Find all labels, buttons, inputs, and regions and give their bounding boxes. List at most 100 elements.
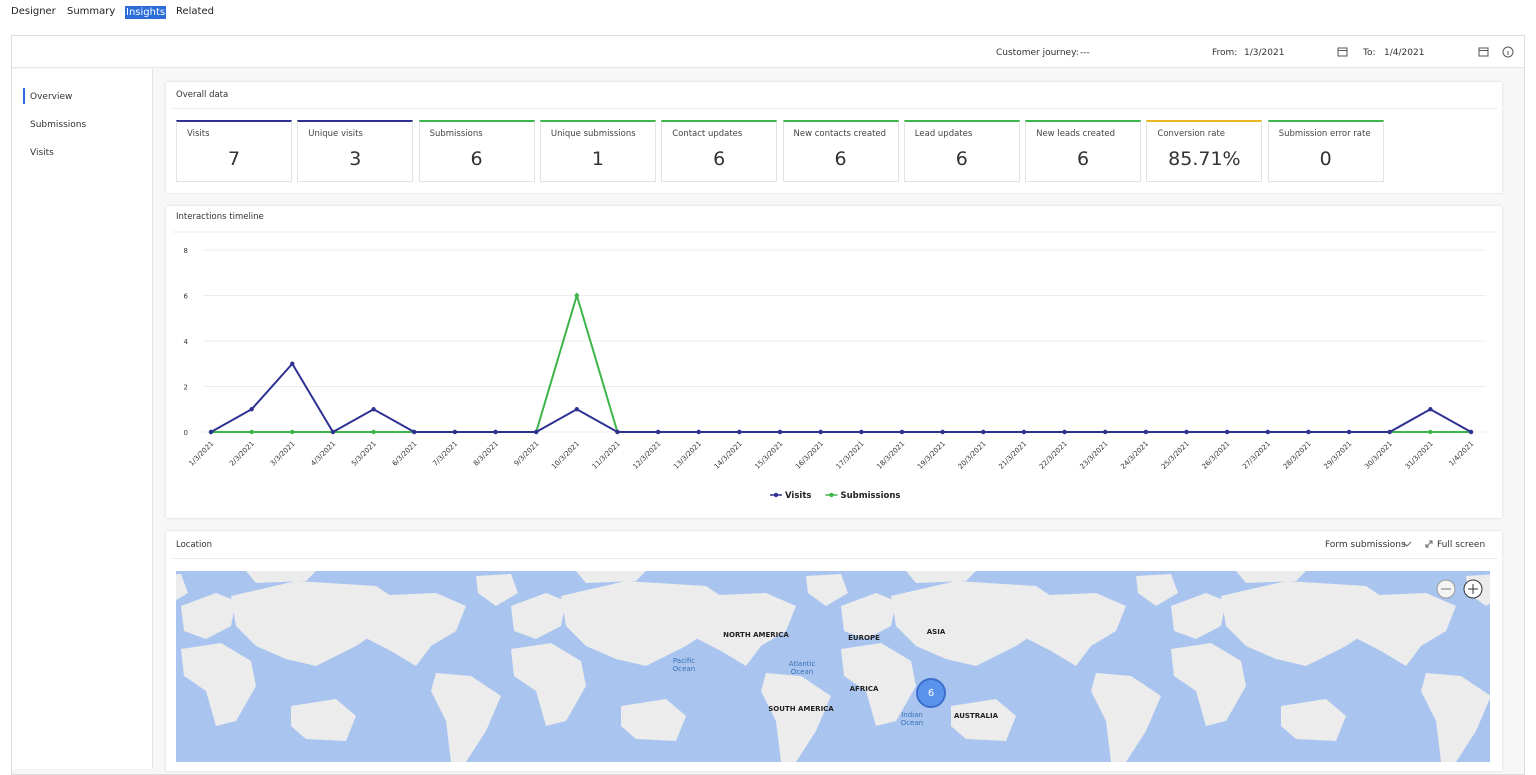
header-bar: [12, 36, 1524, 68]
kpi-value: 3: [349, 148, 362, 170]
x-tick-label: 11/3/2021: [591, 440, 622, 471]
kpi-label: Contact updates: [672, 129, 743, 139]
x-tick-label: 1/4/2021: [1448, 440, 1476, 468]
y-tick-label: 6: [184, 293, 189, 301]
kpi-value: 0: [1319, 148, 1332, 170]
journey-value[interactable]: ---: [1080, 48, 1090, 58]
section-title: Location: [176, 540, 212, 550]
x-tick-label: 2/3/2021: [228, 440, 256, 468]
from-value[interactable]: 1/3/2021: [1244, 48, 1285, 58]
map-label: SOUTH AMERICA: [768, 705, 834, 713]
x-tick-label: 31/3/2021: [1404, 440, 1435, 471]
data-point: [696, 429, 701, 435]
legend-dot: [773, 492, 779, 498]
kpi-value: 7: [227, 148, 241, 170]
nav-indicator: [23, 88, 25, 104]
data-point: [371, 429, 376, 435]
map[interactable]: NORTH AMERICA EUROPE ASIA AFRICA SOUTH AMERI…: [176, 571, 1490, 762]
x-tick-label: 10/3/2021: [550, 440, 581, 471]
kpi-value: 6: [834, 148, 847, 170]
data-point: [737, 429, 742, 435]
x-tick-label: 26/3/2021: [1200, 440, 1231, 471]
x-tick-label: 6/3/2021: [391, 440, 419, 468]
kpi-label: New contacts created: [793, 129, 887, 139]
divider: [172, 558, 1498, 559]
nav-item[interactable]: Submissions: [30, 120, 87, 130]
series-line: [210, 362, 1472, 434]
to-value[interactable]: 1/4/2021: [1384, 48, 1425, 58]
kpi-label: Unique submissions: [550, 129, 636, 139]
data-point: [290, 429, 295, 435]
ocean-label: Atlantic Ocean: [788, 660, 816, 676]
x-tick-label: 9/3/2021: [513, 440, 541, 468]
side-nav: [12, 69, 153, 769]
zoom-out[interactable]: [1434, 577, 1458, 601]
kpi-label: Unique visits: [308, 129, 363, 139]
data-point: [452, 429, 458, 435]
ocean-label: Pacific Ocean: [672, 657, 696, 673]
kpi-label: Visits: [187, 129, 210, 139]
expand-icon[interactable]: [1424, 539, 1434, 549]
kpi-value: 6: [1077, 148, 1090, 170]
x-tick-label: 8/3/2021: [472, 440, 500, 468]
x-tick-label: 24/3/2021: [1119, 440, 1150, 471]
data-point: [330, 429, 336, 435]
y-tick-label: 4: [184, 338, 189, 346]
data-point: [1102, 429, 1108, 435]
map-label: AFRICA: [849, 685, 879, 693]
x-tick-label: 12/3/2021: [631, 440, 662, 471]
data-point: [615, 429, 620, 435]
x-tick-label: 27/3/2021: [1241, 440, 1272, 471]
data-point: [208, 429, 214, 435]
tab[interactable]: Designer: [11, 6, 56, 17]
legend-label: Visits: [785, 491, 811, 501]
legend-label: Submissions: [840, 491, 900, 501]
x-tick-label: 23/3/2021: [1079, 440, 1110, 471]
calendar-icon[interactable]: [1337, 46, 1348, 57]
tab[interactable]: Related: [176, 6, 214, 17]
data-point: [777, 429, 783, 435]
data-point: [899, 429, 905, 435]
data-point: [1387, 429, 1392, 435]
data-point: [1224, 429, 1230, 435]
kpi-label: Submission error rate: [1278, 129, 1371, 139]
data-point: [371, 407, 376, 412]
map-land: [176, 571, 1490, 762]
data-point: [655, 429, 661, 435]
data-point: [981, 429, 986, 435]
dropdown[interactable]: Form submissions: [1325, 540, 1406, 550]
kpi-card: Conversion rate 85.71%: [1146, 120, 1263, 182]
map-bubble[interactable]: 6: [916, 678, 946, 708]
data-point: [1062, 429, 1067, 435]
x-tick-label: 7/3/2021: [431, 440, 459, 468]
to-label: To:: [1363, 48, 1376, 58]
x-tick-label: 3/3/2021: [269, 440, 297, 468]
zoom-in[interactable]: [1461, 577, 1485, 601]
kpi-card: New leads created 6: [1025, 120, 1142, 182]
chevron-icon[interactable]: [1402, 540, 1412, 548]
legend-dot: [829, 492, 834, 498]
tab[interactable]: Insights: [125, 6, 167, 19]
x-tick-label: 16/3/2021: [794, 440, 825, 471]
calendar-icon[interactable]: [1478, 46, 1489, 57]
data-point: [412, 429, 417, 435]
tab[interactable]: Summary: [67, 6, 116, 17]
x-tick-label: 5/3/2021: [350, 440, 378, 468]
x-tick-label: 28/3/2021: [1282, 440, 1313, 471]
kpi-value: 6: [713, 148, 726, 170]
section-title: Overall data: [176, 90, 229, 100]
info-icon[interactable]: [1502, 46, 1514, 58]
data-point: [818, 429, 823, 435]
data-point: [859, 429, 864, 435]
nav-item[interactable]: Overview: [30, 92, 73, 102]
y-tick-label: 8: [184, 247, 188, 255]
kpi-value: 6: [955, 148, 968, 170]
full-screen[interactable]: Full screen: [1437, 540, 1486, 550]
x-tick-label: 25/3/2021: [1160, 440, 1191, 471]
kpi-value: 1: [591, 148, 604, 170]
nav-item[interactable]: Visits: [30, 148, 54, 158]
line-chart: Interactions timeline 0 2 4 6 8 1/3/2021 2/3/2…: [172, 212, 1496, 501]
kpi-card: Submissions 6: [418, 120, 535, 182]
kpi-label: New leads created: [1036, 129, 1116, 139]
